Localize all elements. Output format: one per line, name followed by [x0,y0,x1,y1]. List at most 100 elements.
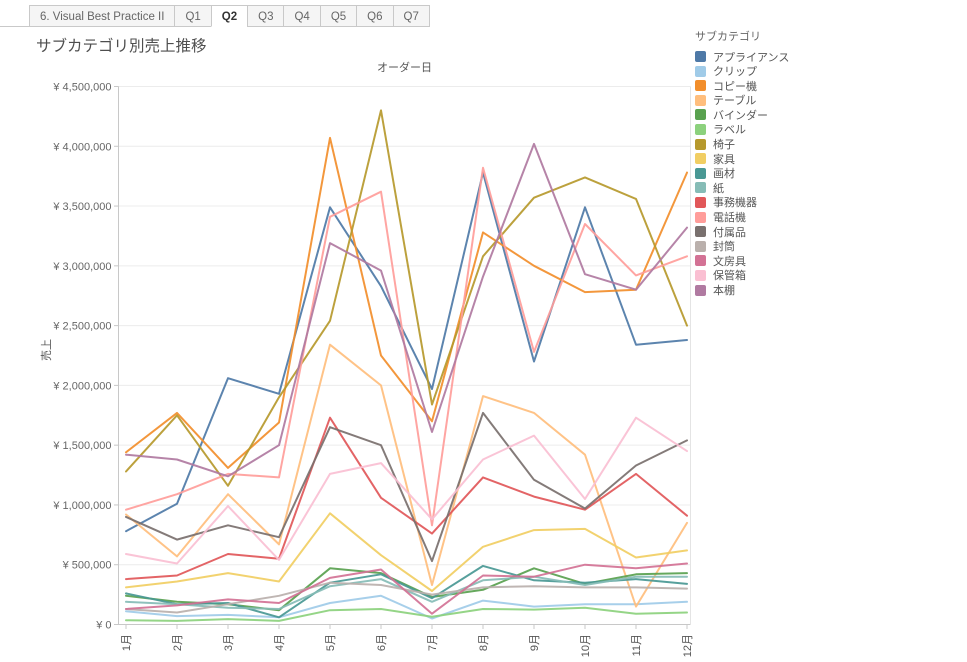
legend-item[interactable]: 封筒 [695,240,825,254]
y-tick-label: ¥ 3,500,000 [52,201,111,213]
tab-6-visual-best-practice-ii[interactable]: 6. Visual Best Practice II [29,5,176,27]
series-line-文房具[interactable] [125,562,688,615]
y-tick-label: ¥ 2,000,000 [52,380,111,392]
legend-item[interactable]: クリップ [695,65,825,79]
series-line-クリップ[interactable] [125,594,688,620]
legend-label: 文房具 [713,255,746,268]
y-tick-label: ¥ 4,500,000 [52,82,111,94]
legend-item[interactable]: コピー機 [695,80,825,93]
x-tick-label: 8月 [478,634,490,651]
y-tick-label: ¥ 1,500,000 [52,440,111,452]
legend-item[interactable]: バインダー [695,109,825,122]
legend-label: 椅子 [713,139,735,152]
legend-swatch [695,240,706,252]
series-line-家具[interactable] [125,512,688,592]
y-tick-label: ¥ 3,000,000 [52,261,111,273]
x-tick-label: 5月 [325,634,337,651]
legend-swatch [695,51,706,62]
legend-swatch [695,269,706,281]
legend-item[interactable]: 保管箱 [695,269,825,283]
y-tick-label: ¥ 1,000,000 [52,500,111,512]
legend-item[interactable]: 付属品 [695,226,825,239]
series-line-封筒[interactable] [125,581,688,614]
x-axis-title: オーダー日 [377,60,432,74]
legend-item[interactable]: アプライアンス [695,51,825,64]
legend-label: コピー機 [713,80,757,93]
series-line-コピー機[interactable] [125,136,688,469]
legend-item-list: アプライアンス クリップ コピー機テーブル バインダーラベル椅子 家具 画材紙事務機器電話… [695,51,825,297]
series-line-ラベル[interactable] [125,606,688,622]
series-line-アプライアンス[interactable] [125,171,688,533]
page-title: サブカテゴリ別売上推移 [36,38,207,55]
tab-q6[interactable]: Q6 [356,5,394,27]
legend-swatch [695,182,706,194]
legend-item[interactable]: 事務機器 [695,196,825,210]
tab-q3[interactable]: Q3 [247,5,285,27]
sheet-tabbar: 6. Visual Best Practice II Q1 Q2 Q3 Q4 Q5 Q6 Q7 [29,5,430,27]
legend-label: 家具 [713,153,735,166]
legend-label: ラベル [713,124,746,137]
x-tick-label: 1月 [121,634,133,651]
tab-q2[interactable]: Q2 [210,5,249,27]
legend-label: テーブル [713,95,757,108]
legend-swatch [695,226,706,238]
y-tick-label: ¥ 500,000 [62,560,112,572]
legend-item[interactable]: ラベル [695,123,825,137]
x-tick-label: 4月 [274,634,286,651]
legend-swatch [695,196,706,208]
legend-swatch [695,284,706,296]
legend-item[interactable]: 電話機 [695,211,825,225]
legend-label: 保管箱 [713,270,746,283]
legend-label: 本棚 [713,285,735,297]
series-line-本棚[interactable] [125,142,688,478]
series-line-保管箱[interactable] [125,416,688,565]
legend-label: 事務機器 [713,197,757,210]
tab-q5[interactable]: Q5 [319,5,358,27]
legend-item[interactable]: 椅子 [695,138,825,152]
legend-swatch [695,153,706,165]
x-tick-label: 9月 [529,634,541,651]
series-line-椅子[interactable] [125,109,688,487]
y-tick-label: ¥ 0 [95,620,111,632]
legend-item[interactable]: テーブル [695,94,825,108]
x-tick-label: 2月 [172,634,184,651]
legend-label: クリップ [713,66,757,79]
series-line-電話機[interactable] [125,166,688,527]
legend-label: 電話機 [713,212,746,225]
series-line-付属品[interactable] [125,411,688,563]
legend-swatch [695,94,706,106]
legend-swatch [695,123,706,135]
y-tick-label: ¥ 4,000,000 [52,141,111,153]
legend-swatch [695,211,706,223]
legend-swatch [695,255,706,267]
series-line-テーブル[interactable] [125,343,688,608]
legend-swatch [695,167,706,179]
legend-swatch [695,80,706,92]
legend-swatch [695,65,706,77]
tab-q4[interactable]: Q4 [283,5,321,27]
x-tick-label: 7月 [427,634,439,651]
legend-label: アプライアンス [713,51,790,64]
x-tick-label: 6月 [376,634,388,651]
series-line-画材[interactable] [125,564,688,619]
tab-q7[interactable]: Q7 [392,5,430,27]
tab-q1[interactable]: Q1 [174,5,212,27]
legend-label: バインダー [713,109,768,122]
legend-item[interactable]: 本棚 [695,284,825,297]
legend-item[interactable]: 紙 [695,182,825,195]
legend-title: サブカテゴリ [695,31,761,43]
legend-swatch [695,138,706,150]
subcategory-legend: サブカテゴリ アプライアンス クリップ コピー機テーブル バインダーラベル椅子 家具 画材… [695,28,825,299]
y-axis-title: 売上 [40,339,53,361]
legend-item[interactable]: 家具 [695,153,825,166]
x-tick-label: 12月 [682,634,694,657]
x-tick-label: 3月 [223,634,235,651]
legend-label: 封筒 [713,241,735,254]
series-line-事務機器[interactable] [125,416,688,581]
legend-label: 付属品 [713,226,746,239]
legend-item[interactable]: 画材 [695,167,825,180]
legend-item[interactable]: 文房具 [695,255,825,268]
legend-label: 紙 [713,182,724,195]
